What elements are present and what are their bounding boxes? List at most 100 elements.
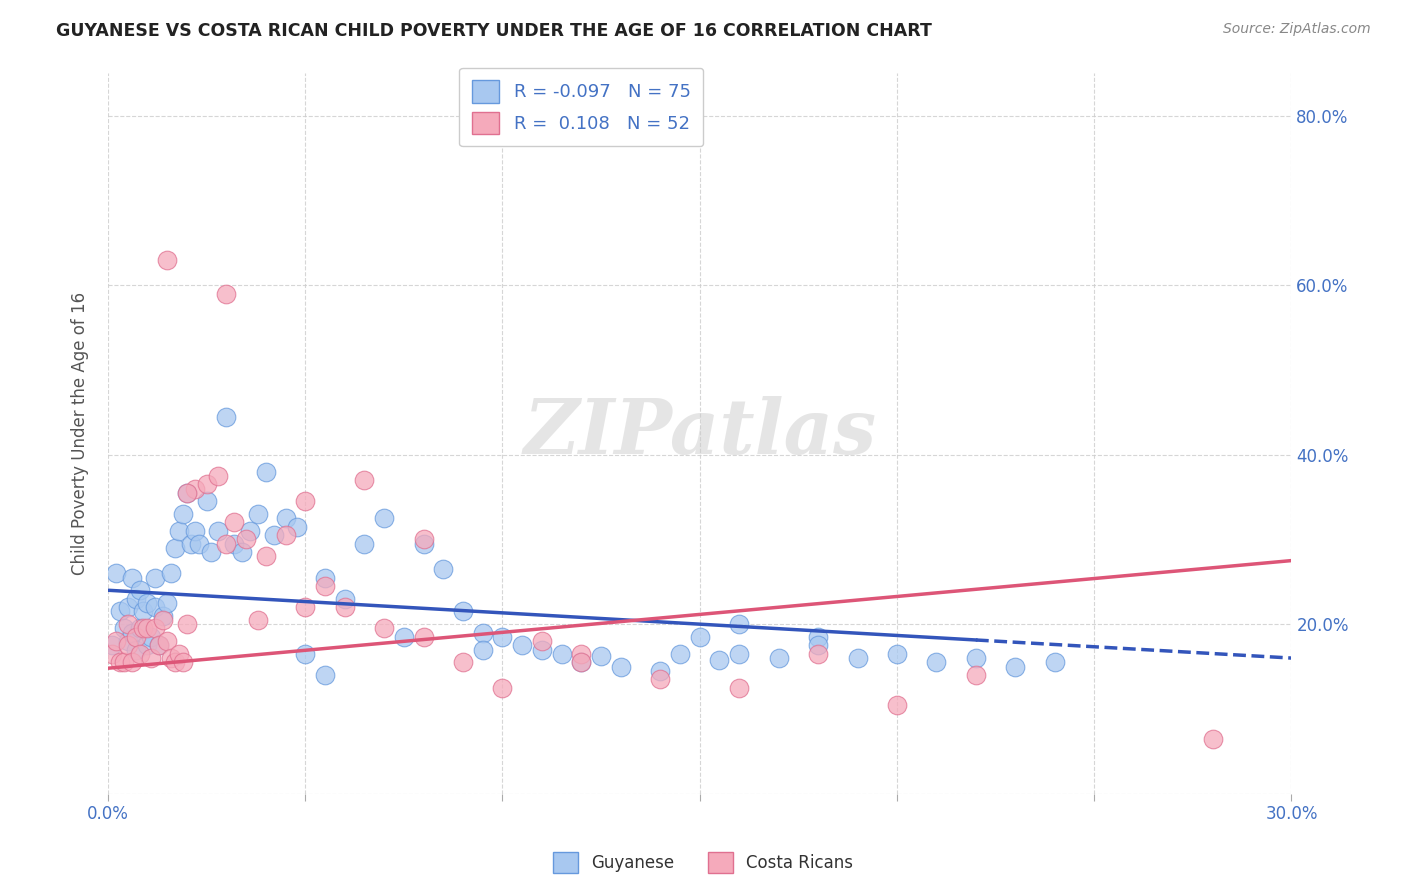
Point (224, 536, 246, 550)
Point (333, 600, 356, 615)
Point (200, 545, 222, 559)
Point (239, 524, 262, 538)
Point (141, 651, 163, 665)
Point (128, 647, 150, 661)
Point (254, 549, 277, 564)
Point (591, 649, 613, 664)
Point (669, 647, 692, 661)
Point (353, 473, 375, 487)
Point (108, 655, 131, 669)
Point (176, 617, 198, 632)
Point (121, 570, 143, 584)
Point (886, 647, 908, 661)
Point (254, 465, 277, 479)
Point (965, 668, 987, 682)
Point (180, 536, 202, 550)
Point (156, 596, 179, 610)
Point (215, 409, 238, 424)
Point (294, 494, 316, 508)
Point (807, 630, 830, 644)
Point (136, 596, 159, 610)
Text: Source: ZipAtlas.com: Source: ZipAtlas.com (1223, 22, 1371, 37)
Point (235, 533, 257, 547)
Point (1043, 655, 1066, 669)
Point (112, 655, 135, 669)
Point (108, 604, 131, 618)
Point (451, 604, 474, 618)
Point (124, 642, 146, 657)
Point (432, 562, 454, 576)
Point (471, 625, 494, 640)
Point (569, 655, 592, 669)
Point (314, 579, 336, 593)
Point (132, 604, 155, 618)
Point (143, 570, 166, 584)
Point (165, 655, 187, 669)
Point (104, 634, 127, 648)
Point (172, 655, 194, 669)
Point (728, 617, 751, 632)
Point (136, 638, 159, 652)
Point (412, 533, 434, 547)
Point (965, 651, 987, 665)
Point (294, 600, 316, 615)
Point (195, 494, 218, 508)
Point (412, 536, 434, 550)
Point (124, 591, 146, 606)
Point (925, 655, 948, 669)
Point (285, 519, 308, 533)
Point (141, 630, 163, 644)
Point (610, 659, 633, 673)
Point (136, 621, 159, 635)
Point (184, 482, 207, 496)
Point (172, 507, 194, 521)
Point (768, 651, 790, 665)
Point (156, 252, 179, 267)
Point (294, 647, 316, 661)
Point (104, 566, 127, 581)
Point (550, 647, 572, 661)
Point (148, 638, 170, 652)
Point (807, 638, 830, 652)
Point (451, 655, 474, 669)
Point (128, 583, 150, 598)
Point (165, 541, 187, 555)
Point (124, 630, 146, 644)
Point (215, 536, 238, 550)
Point (392, 630, 415, 644)
Point (143, 600, 166, 615)
Point (160, 651, 183, 665)
Point (1201, 731, 1223, 746)
Point (167, 524, 190, 538)
Text: ZIPatlas: ZIPatlas (523, 396, 876, 470)
Point (117, 634, 139, 648)
Legend: Guyanese, Costa Ricans: Guyanese, Costa Ricans (547, 846, 859, 880)
Point (412, 630, 434, 644)
Point (246, 507, 269, 521)
Point (274, 511, 297, 525)
Point (215, 286, 238, 301)
Point (195, 477, 218, 491)
Point (152, 608, 174, 623)
Point (530, 642, 553, 657)
Point (121, 655, 143, 669)
Point (886, 698, 908, 712)
Point (176, 485, 198, 500)
Point (152, 613, 174, 627)
Point (510, 638, 533, 652)
Point (132, 621, 155, 635)
Point (176, 485, 198, 500)
Point (650, 664, 672, 678)
Text: GUYANESE VS COSTA RICAN CHILD POVERTY UNDER THE AGE OF 16 CORRELATION CHART: GUYANESE VS COSTA RICAN CHILD POVERTY UN… (56, 22, 932, 40)
Point (314, 570, 336, 584)
Point (128, 621, 150, 635)
Point (263, 528, 285, 542)
Point (184, 524, 207, 538)
Point (101, 647, 124, 661)
Point (807, 647, 830, 661)
Point (491, 681, 513, 695)
Point (569, 647, 592, 661)
Point (689, 630, 711, 644)
Point (373, 511, 395, 525)
Point (167, 647, 190, 661)
